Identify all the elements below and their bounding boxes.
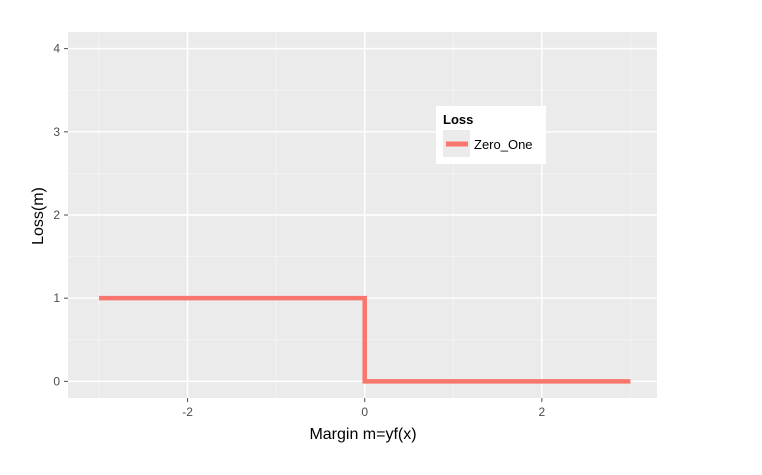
x-tick-label-2: 2 xyxy=(539,405,546,419)
x-axis: -2 0 2 xyxy=(182,398,546,419)
legend-label-zero-one: Zero_One xyxy=(474,137,533,152)
y-axis: 0 1 2 3 4 xyxy=(53,42,68,388)
y-tick-label-4: 4 xyxy=(53,42,60,56)
x-tick-label-0: -2 xyxy=(182,405,193,419)
legend-title: Loss xyxy=(443,112,473,127)
y-tick-label-2: 2 xyxy=(53,208,60,222)
y-tick-label-3: 3 xyxy=(53,125,60,139)
series-layer xyxy=(99,295,631,384)
series-line-zero-one xyxy=(99,295,631,384)
legend: Loss Zero_One xyxy=(436,106,546,164)
y-axis-title: Loss(m) xyxy=(30,187,47,245)
y-tick-label-0: 0 xyxy=(53,374,60,388)
y-tick-label-1: 1 xyxy=(53,291,60,305)
x-axis-title: Margin m=yf(x) xyxy=(309,426,416,443)
x-tick-label-1: 0 xyxy=(361,405,368,419)
